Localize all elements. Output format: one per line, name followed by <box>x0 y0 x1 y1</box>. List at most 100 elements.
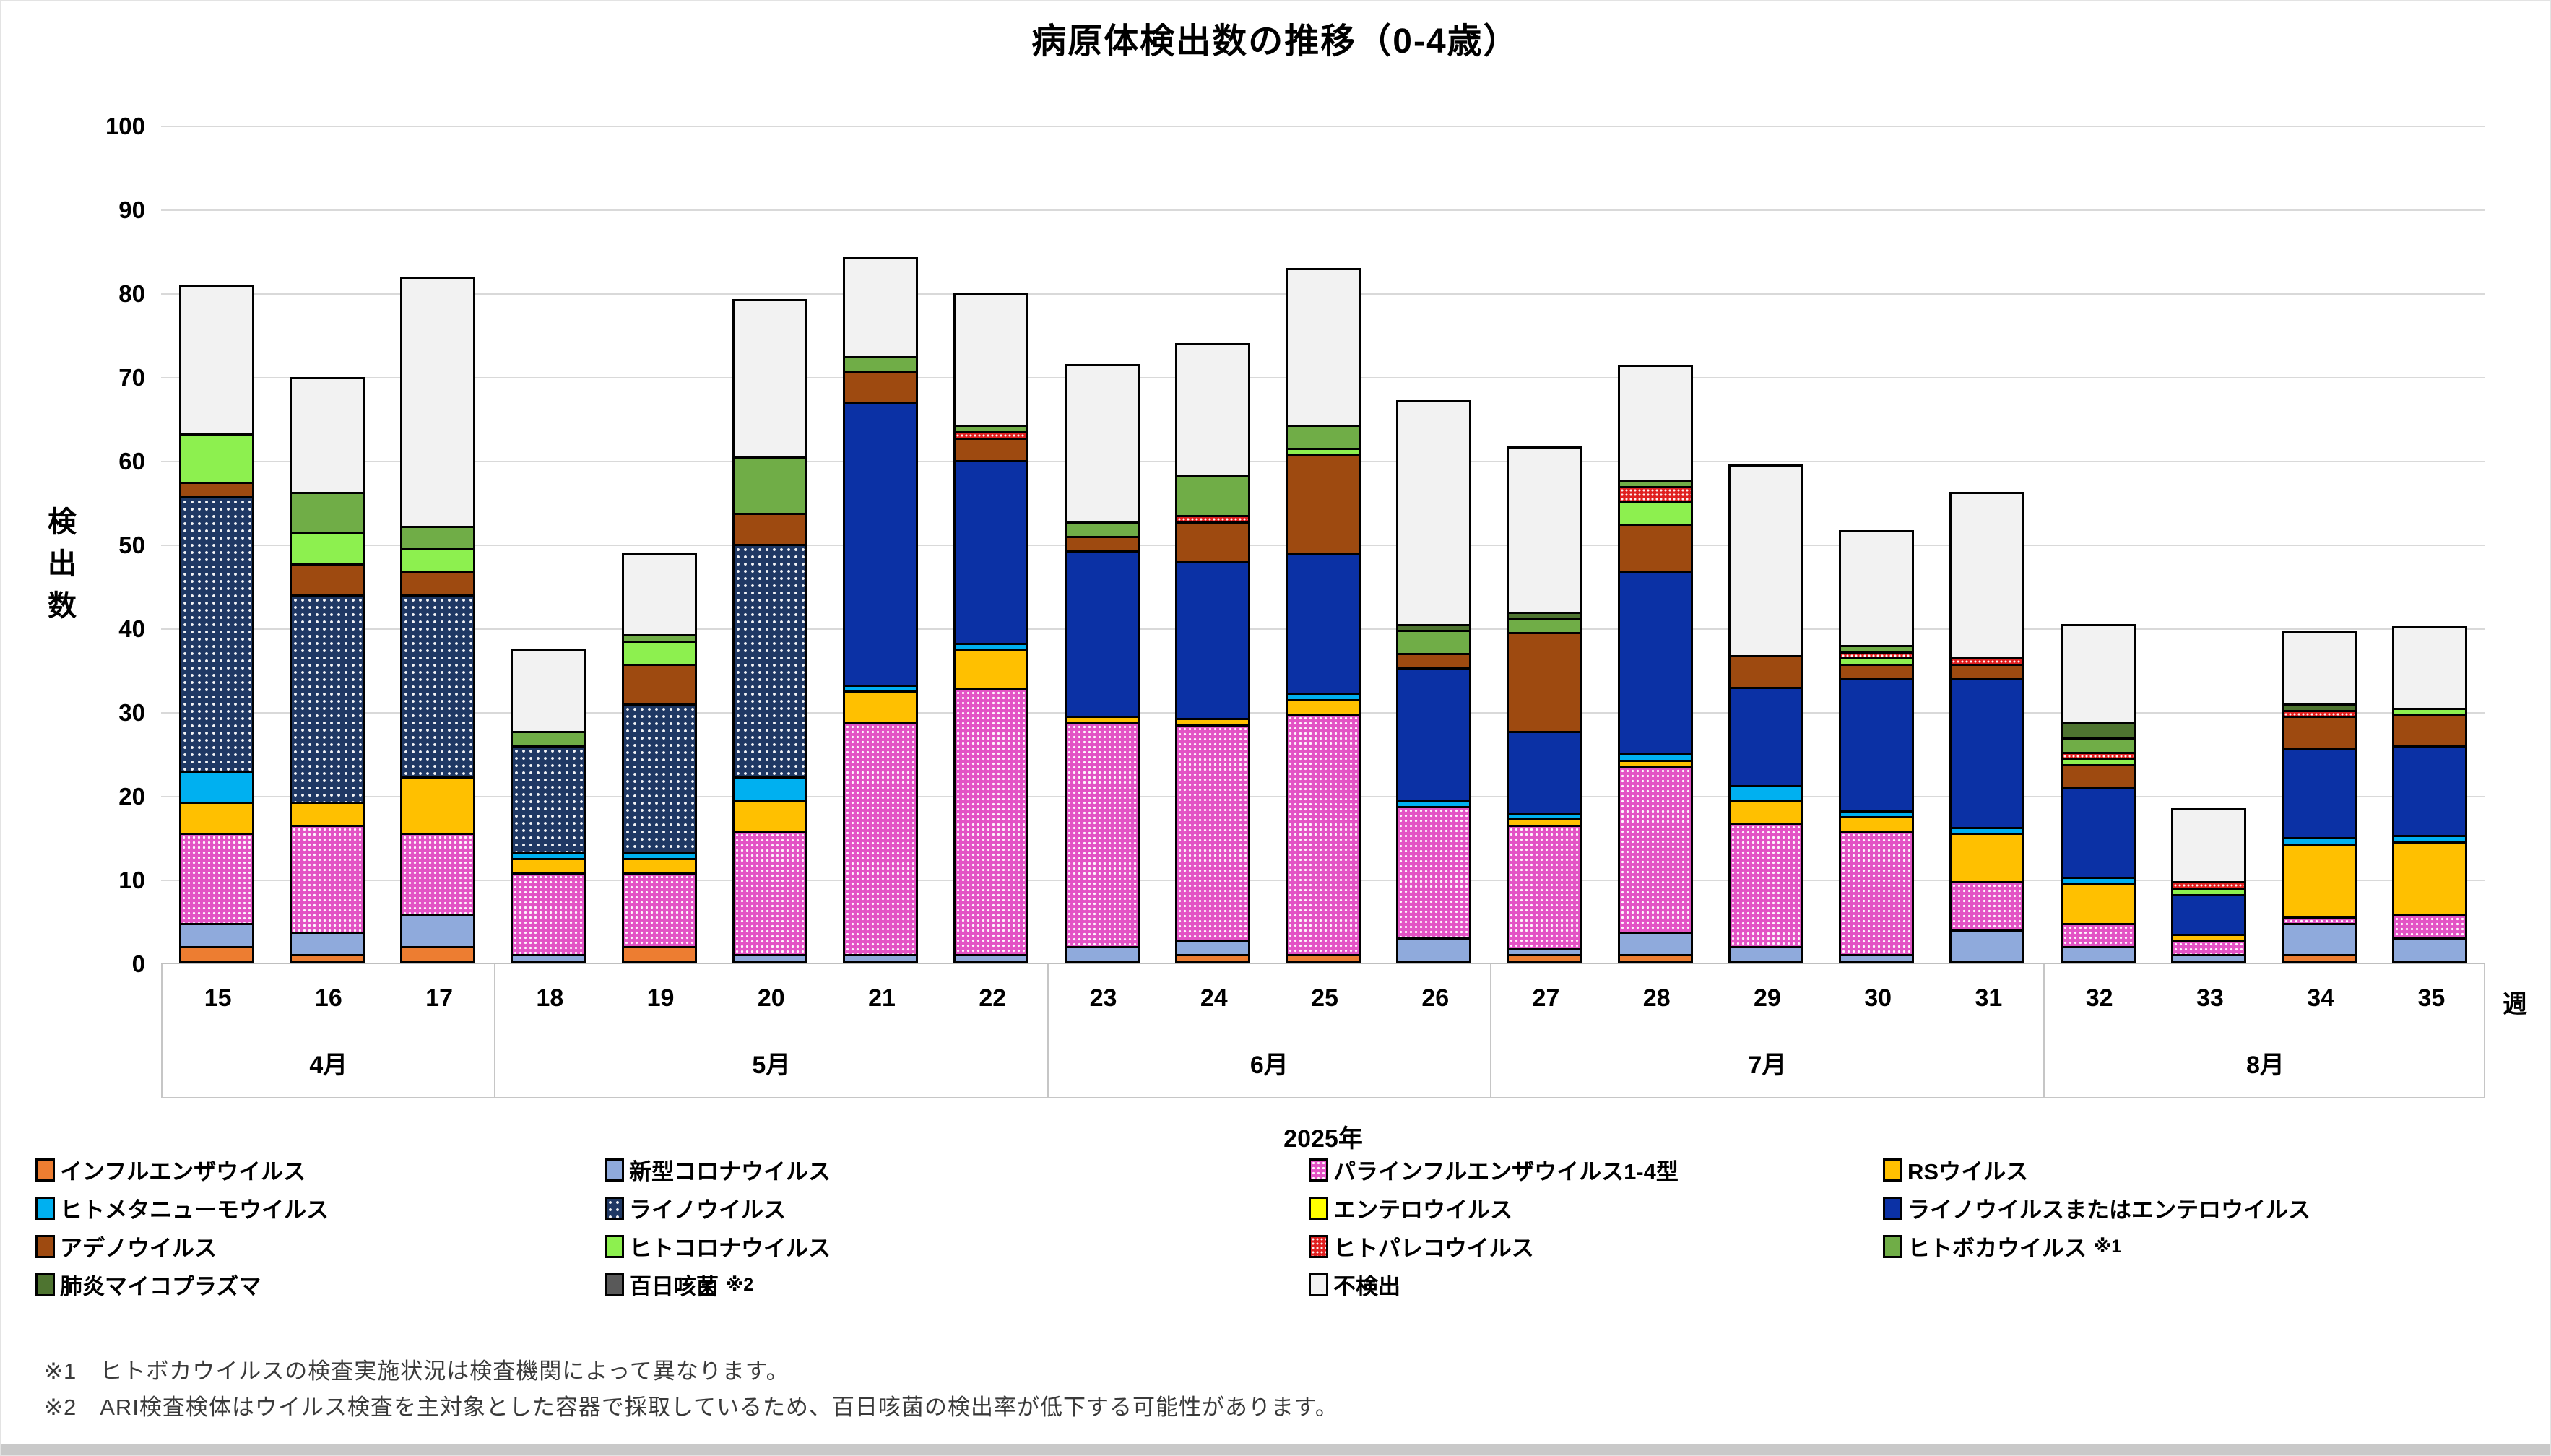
segment-ヒトボカウイルス-week-26 <box>1396 630 1472 656</box>
legend-swatch-ヒトボカウイルス <box>1883 1234 1902 1258</box>
x-axis-year-label: 2025年 <box>1283 1125 1363 1153</box>
legend-swatch-パラインフルエンザウイルス1-4型 <box>1309 1158 1328 1182</box>
segment-パラインフルエンザウイルス1-4型-week-15 <box>178 833 254 926</box>
legend-item-百日咳菌: 百日咳菌 ※2 <box>605 1265 1309 1304</box>
segment-パラインフルエンザウイルス1-4型-week-25 <box>1286 714 1361 957</box>
legend-item-新型コロナウイルス: 新型コロナウイルス <box>605 1150 1309 1189</box>
segment-アデノウイルス-week-32 <box>2060 764 2136 789</box>
segment-ヒトメタニューモウイルス-week-20 <box>732 776 807 802</box>
bar-week-18 <box>511 649 586 963</box>
legend-label: エンテロウイルス <box>1333 1197 1512 1223</box>
segment-アデノウイルス-week-27 <box>1507 632 1582 733</box>
legend-label: RSウイルス <box>1907 1159 2029 1184</box>
segment-アデノウイルス-week-35 <box>2392 714 2468 748</box>
y-tick-label-50: 50 <box>118 532 145 558</box>
week-label-21: 21 <box>868 984 896 1012</box>
segment-アデノウイルス-week-17 <box>400 571 476 597</box>
bar-week-34 <box>2282 630 2357 963</box>
bar-week-17 <box>400 276 476 963</box>
legend-label: 百日咳菌 <box>629 1274 719 1299</box>
week-label-32: 32 <box>2085 984 2113 1012</box>
segment-パラインフルエンザウイルス1-4型-week-16 <box>289 824 365 934</box>
legend-item-ヒトボカウイルス: ヒトボカウイルス ※1 <box>1883 1227 2534 1265</box>
legend-item-ライノウイルスまたはエンテロウイルス: ライノウイルスまたはエンテロウイルス <box>1883 1189 2534 1227</box>
segment-新型コロナウイルス-week-23 <box>1064 945 1140 963</box>
segment-パラインフルエンザウイルス1-4型-week-32 <box>2060 923 2136 948</box>
bar-week-28 <box>1617 364 1693 963</box>
segment-RSウイルス-week-17 <box>400 776 476 836</box>
month-label-6月: 6月 <box>1249 1052 1289 1079</box>
segment-ライノウイルスまたはエンテロウイルス-week-31 <box>1949 678 2025 829</box>
segment-ライノウイルスまたはエンテロウイルス-week-27 <box>1507 730 1582 815</box>
legend-item-インフルエンザウイルス: インフルエンザウイルス <box>35 1150 605 1189</box>
segment-不検出-week-19 <box>621 552 697 637</box>
segment-ライノウイルスまたはエンテロウイルス-week-26 <box>1396 667 1472 802</box>
legend-label: アデノウイルス <box>60 1236 217 1261</box>
segment-ヒトコロナウイルス-week-15 <box>178 433 254 484</box>
bar-week-15 <box>178 285 254 963</box>
y-tick-label-0: 0 <box>131 950 145 977</box>
segment-アデノウイルス-week-19 <box>621 663 697 706</box>
segment-新型コロナウイルス-week-34 <box>2282 923 2357 957</box>
bar-week-21 <box>843 257 919 963</box>
segment-ヒトボカウイルス-week-16 <box>289 492 365 534</box>
legend-swatch-ヒトパレコウイルス <box>1309 1234 1328 1258</box>
legend: インフルエンザウイルス 新型コロナウイルス パラインフルエンザウイルス1-4型 RSウ… <box>35 1150 2534 1304</box>
bar-week-25 <box>1286 268 1361 963</box>
x-axis-table: 15 16 17 18 19 20 21 22 23 24 25 26 27 28 29 30 31 32 33 34… <box>161 964 2485 1098</box>
segment-ライノウイルスまたはエンテロウイルス-week-24 <box>1174 560 1250 721</box>
legend-swatch-RSウイルス <box>1883 1158 1902 1182</box>
segment-不検出-week-27 <box>1507 446 1582 614</box>
segment-ヒトボカウイルス-week-17 <box>400 525 476 551</box>
segment-不検出-week-24 <box>1174 343 1250 478</box>
segment-インフルエンザウイルス-week-34 <box>2282 954 2357 963</box>
segment-アデノウイルス-week-34 <box>2282 716 2357 750</box>
week-label-16: 16 <box>314 984 342 1012</box>
segment-パラインフルエンザウイルス1-4型-week-22 <box>953 688 1029 957</box>
x-axis-unit-label: 週 <box>2503 991 2527 1018</box>
legend-label: ヒトボカウイルス <box>1907 1236 2087 1261</box>
legend-label: 肺炎マイコプラズマ <box>60 1274 261 1299</box>
segment-不検出-week-15 <box>178 285 254 436</box>
legend-item-ヒトパレコウイルス: ヒトパレコウイルス <box>1309 1227 1883 1265</box>
segment-アデノウイルス-week-24 <box>1174 521 1250 563</box>
segment-新型コロナウイルス-week-30 <box>1839 954 1915 963</box>
segment-ヒトパレコウイルス-week-28 <box>1617 485 1693 503</box>
bar-week-29 <box>1728 464 1803 963</box>
legend-item-肺炎マイコプラズマ: 肺炎マイコプラズマ <box>35 1265 605 1304</box>
segment-RSウイルス-week-32 <box>2060 883 2136 926</box>
segment-アデノウイルス-week-20 <box>732 513 807 547</box>
segment-不検出-week-26 <box>1396 399 1472 626</box>
week-label-25: 25 <box>1311 984 1338 1012</box>
legend-swatch-肺炎マイコプラズマ <box>35 1273 55 1296</box>
legend-swatch-ヒトメタニューモウイルス <box>35 1196 55 1220</box>
segment-パラインフルエンザウイルス1-4型-week-35 <box>2392 914 2468 940</box>
month-label-5月: 5月 <box>752 1052 791 1079</box>
segment-インフルエンザウイルス-week-24 <box>1174 954 1250 963</box>
segment-新型コロナウイルス-week-32 <box>2060 945 2136 963</box>
legend-swatch-ヒトコロナウイルス <box>605 1234 624 1258</box>
segment-パラインフルエンザウイルス1-4型-week-27 <box>1507 824 1582 950</box>
segment-ヒトボカウイルス-week-20 <box>732 456 807 516</box>
legend-swatch-ライノウイルス <box>605 1196 624 1220</box>
legend-item-アデノウイルス: アデノウイルス <box>35 1227 605 1265</box>
segment-新型コロナウイルス-week-28 <box>1617 931 1693 957</box>
segment-RSウイルス-week-15 <box>178 802 254 836</box>
segment-RSウイルス-week-22 <box>953 649 1029 691</box>
segment-パラインフルエンザウイルス1-4型-week-19 <box>621 872 697 948</box>
segment-アデノウイルス-week-29 <box>1728 655 1803 689</box>
segment-不検出-week-17 <box>400 276 476 528</box>
segment-パラインフルエンザウイルス1-4型-week-24 <box>1174 724 1250 942</box>
segment-アデノウイルス-week-25 <box>1286 454 1361 555</box>
segment-新型コロナウイルス-week-35 <box>2392 937 2468 963</box>
legend-label: ヒトパレコウイルス <box>1333 1236 1534 1261</box>
segment-ライノウイルス-week-15 <box>178 495 254 773</box>
bar-week-35 <box>2392 625 2468 963</box>
segment-ライノウイルスまたはエンテロウイルス-week-29 <box>1728 686 1803 787</box>
bar-week-24 <box>1174 343 1250 963</box>
week-label-19: 19 <box>646 984 675 1012</box>
segment-RSウイルス-week-35 <box>2392 841 2468 917</box>
segment-ライノウイルスまたはエンテロウイルス-week-35 <box>2392 745 2468 838</box>
legend-label: 不検出 <box>1333 1274 1400 1299</box>
segment-不検出-week-33 <box>2170 808 2246 884</box>
